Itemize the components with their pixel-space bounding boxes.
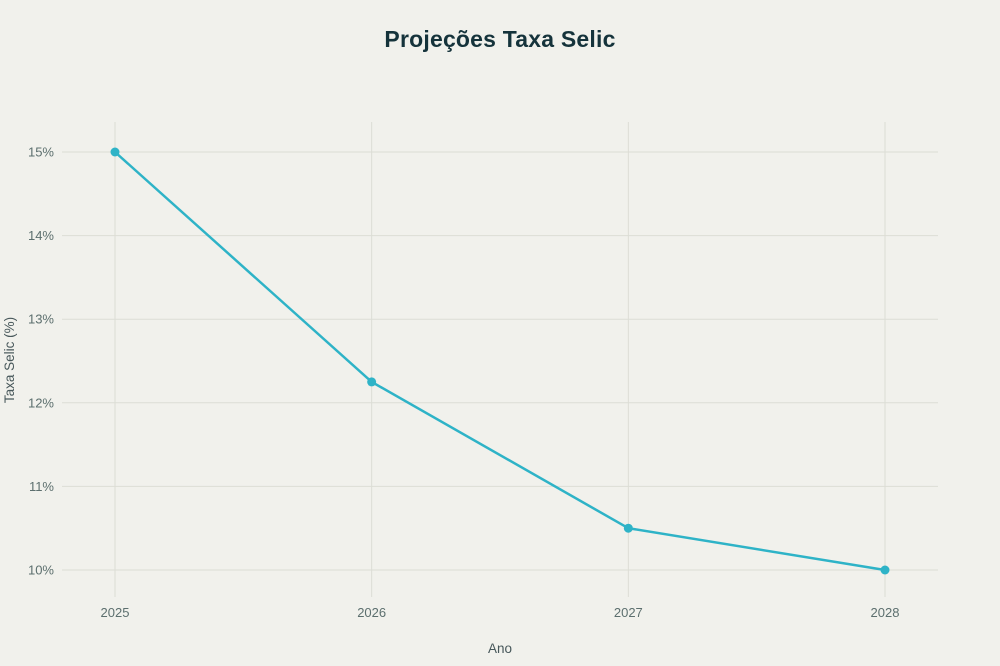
x-tick-label: 2027: [614, 605, 643, 620]
x-tick-label: 2025: [101, 605, 130, 620]
y-tick-label: 12%: [28, 395, 54, 410]
chart-title: Projeções Taxa Selic: [384, 26, 616, 52]
data-point: [880, 565, 890, 575]
y-tick-label: 15%: [28, 145, 54, 160]
data-point: [110, 147, 120, 157]
data-point: [367, 377, 377, 387]
y-axis-label: Taxa Selic (%): [2, 317, 17, 403]
data-point: [623, 523, 633, 533]
y-tick-label: 14%: [28, 228, 54, 243]
y-tick-label: 11%: [29, 479, 54, 494]
y-tick-label: 13%: [28, 312, 54, 327]
x-axis-label: Ano: [488, 641, 512, 656]
series-line: [113, 150, 887, 572]
x-tick-label: 2028: [871, 605, 900, 620]
x-tick-label: 2026: [357, 605, 386, 620]
plot-area: 10% 11% 12% 13% 14% 15% 2025 2026 2027 2028: [28, 122, 938, 620]
y-tick-label: 10%: [28, 563, 54, 578]
